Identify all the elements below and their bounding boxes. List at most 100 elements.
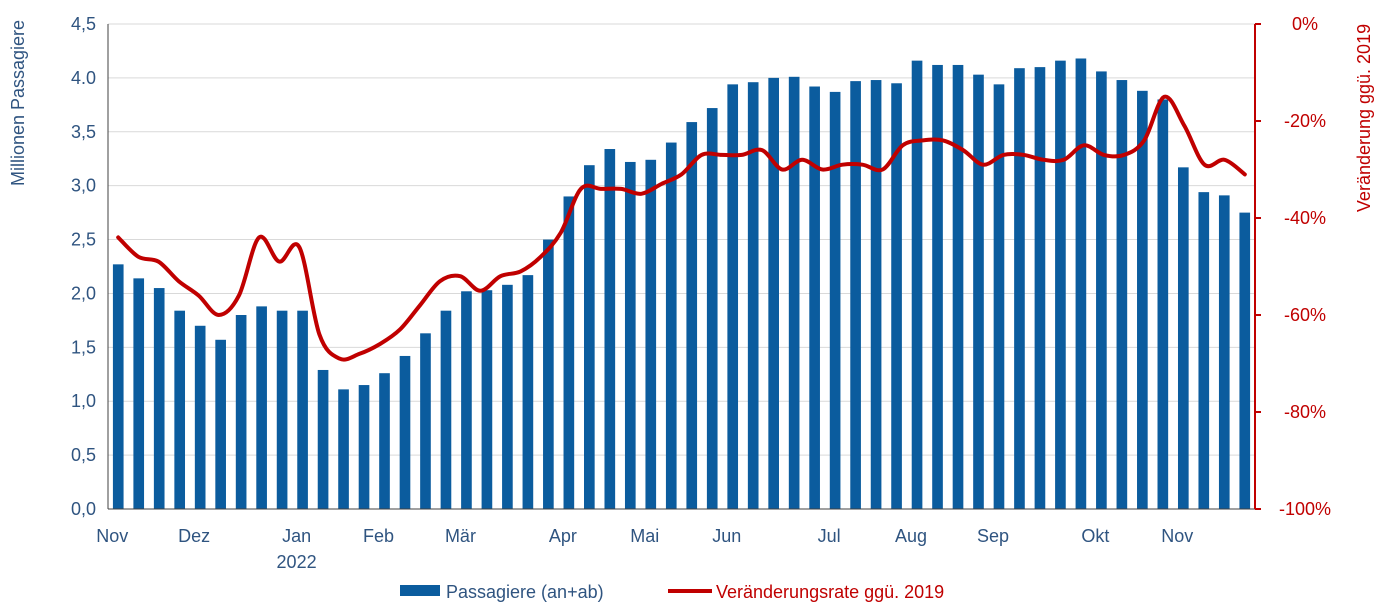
legend-label-line: Veränderungsrate ggü. 2019 [716,582,944,602]
bar [891,83,902,510]
bar [502,284,513,509]
y-tick-label-left: 3,5 [71,122,96,142]
legend-label-bars: Passagiere (an+ab) [446,582,604,602]
bar [440,310,452,509]
line-series [116,94,1247,362]
bar [727,84,739,509]
bar [174,310,186,509]
bar [317,369,329,509]
bar [829,91,841,510]
x-tick-label: Mär [445,526,476,546]
bar [645,159,657,510]
x-tick-label: Okt [1081,526,1109,546]
x-tick-label: Jan [282,526,311,546]
y-axis-label-left: Millionen Passagiere [8,20,28,186]
bar [1014,68,1025,509]
bar [1055,60,1066,510]
x-tick-label: Nov [96,526,128,546]
y-tick-label-left: 1,5 [71,337,96,357]
bar [993,84,1005,509]
y-tick-label-left: 2,5 [71,230,96,250]
bar [1137,90,1148,510]
x-tick-label: Feb [363,526,394,546]
y-tick-label-left: 4,5 [71,14,96,34]
right-axis-ticks: -100% -80% -60% -40% -20% 0% [1255,14,1331,519]
bar [461,291,472,509]
bar [747,82,759,509]
bar [563,196,575,509]
y-tick-label-left: 0,5 [71,445,96,465]
bar [133,278,145,509]
bar [1177,167,1189,509]
bar [215,339,226,509]
bar [932,64,943,509]
bar [809,86,820,509]
bar [911,60,923,510]
bar [1157,99,1169,509]
bar [1075,58,1087,509]
bar [686,122,698,510]
bar [153,288,165,509]
y-axis-label-right: Veränderung ggü. 2019 [1354,24,1374,212]
bar [379,373,390,509]
x-tick-label: Dez [178,526,210,546]
bar [624,161,636,509]
x-tick-label: Nov [1161,526,1193,546]
bar [297,310,308,509]
y-tick-label-left: 1,0 [71,391,96,411]
x-tick-label: Jul [818,526,841,546]
y-tick-label-right: -60% [1284,305,1326,325]
bar [788,76,800,510]
bar [952,64,964,509]
y-tick-label-right: -20% [1284,111,1326,131]
bar [973,74,984,510]
axes [107,24,1256,510]
bar [235,315,247,509]
bar [870,80,882,510]
bar [1096,71,1107,509]
bar [706,108,718,510]
left-axis-ticks: 0,0 0,5 1,0 1,5 2,0 2,5 3,0 3,5 4.0 4,5 [71,14,96,519]
y-tick-label-left: 3,0 [71,176,96,196]
x-tick-label: Apr [549,526,577,546]
y-tick-label-right: -40% [1284,208,1326,228]
bar [1239,212,1251,509]
bar [256,306,267,509]
bar [604,149,616,509]
bar [1198,192,1210,509]
y-tick-label-right: -80% [1284,402,1326,422]
bar [543,239,554,510]
x-tick-label: Aug [895,526,927,546]
bar [194,325,206,509]
bar [1218,195,1230,509]
bar [338,389,349,509]
legend: Passagiere (an+ab) Veränderungsrate ggü.… [400,582,944,602]
bar [584,165,595,509]
y-tick-label-right: -100% [1279,499,1331,519]
x-tick-label: Jun [712,526,741,546]
bar [850,81,861,509]
bar [481,290,493,509]
y-tick-label-left: 0,0 [71,499,96,519]
y-tick-label-left: 2,0 [71,283,96,303]
bar-series [112,58,1251,510]
x-tick-label: Sep [977,526,1009,546]
y-tick-label-right: 0% [1292,14,1318,34]
legend-swatch-bars [400,585,440,596]
bar [420,333,431,509]
bar [358,385,370,509]
bar [768,77,779,509]
bar [399,355,411,509]
bar [1116,80,1128,510]
bar [112,264,124,509]
y-tick-label-left: 4.0 [71,68,96,88]
x-tick-label: Mai [630,526,659,546]
bar [522,275,534,509]
line-veraenderungsrate [116,94,1247,362]
bar [276,310,288,509]
x-axis-ticks: Nov Dez Jan Feb Mär Apr Mai Jun Jul Aug Sep Okt Nov 2… [96,526,1193,572]
bar [1034,67,1046,509]
bar [665,142,677,510]
x-year-label: 2022 [277,552,317,572]
